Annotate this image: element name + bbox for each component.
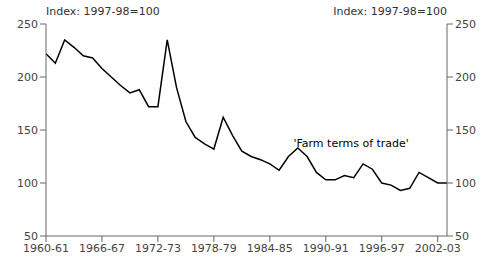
html-text:Index: 1997-98=100: Index: 1997-98=100 [46,5,160,18]
svg-text:50: 50 [455,230,469,243]
svg-text:1978-79: 1978-79 [191,242,237,255]
html-text:Index: 1997-98=100: Index: 1997-98=100 [333,5,447,18]
svg-text:200: 200 [455,71,476,84]
svg-text:100: 100 [455,177,476,190]
svg-text:250: 250 [455,18,476,31]
svg-text:1960-61: 1960-61 [23,242,69,255]
svg-text:250: 250 [17,18,38,31]
svg-text:1972-73: 1972-73 [135,242,181,255]
svg-text:50: 50 [24,230,38,243]
svg-text:150: 150 [455,124,476,137]
svg-text:100: 100 [17,177,38,190]
svg-text:1996-97: 1996-97 [359,242,405,255]
svg-text:200: 200 [17,71,38,84]
svg-text:'Farm terms of trade': 'Farm terms of trade' [293,137,408,150]
svg-text:1966-67: 1966-67 [79,242,125,255]
svg-text:2002-03: 2002-03 [415,242,461,255]
svg-text:1984-85: 1984-85 [247,242,293,255]
svg-text:1990-91: 1990-91 [303,242,349,255]
svg-text:150: 150 [17,124,38,137]
